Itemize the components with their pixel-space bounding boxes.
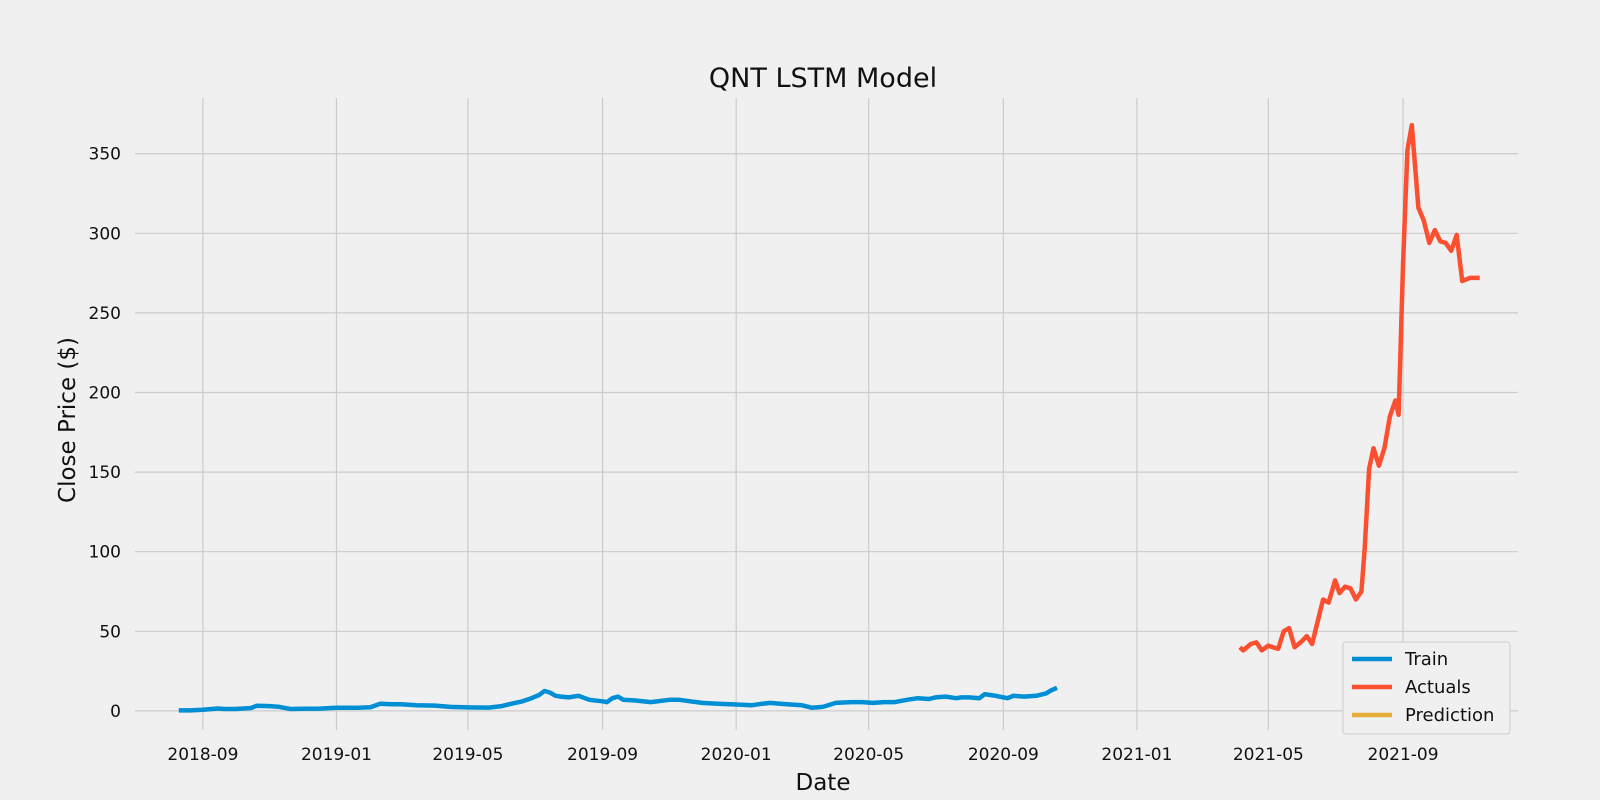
x-tick-label: 2021-05 bbox=[1233, 745, 1304, 765]
x-tick-label: 2021-01 bbox=[1101, 745, 1172, 765]
y-tick-label: 250 bbox=[89, 304, 121, 324]
y-tick-label: 50 bbox=[99, 622, 121, 642]
x-axis-ticks: 2018-09 2019-01 2019-05 2019-09 2020-01 2020-… bbox=[167, 745, 1438, 765]
chart-title: QNT LSTM Model bbox=[709, 63, 937, 94]
x-tick-label: 2020-01 bbox=[701, 745, 772, 765]
legend: Train Actuals Prediction bbox=[1342, 641, 1511, 735]
y-tick-label: 0 bbox=[110, 702, 121, 722]
y-tick-label: 150 bbox=[89, 463, 121, 483]
y-axis-label: Close Price ($) bbox=[55, 337, 81, 503]
x-tick-label: 2018-09 bbox=[167, 745, 238, 765]
x-tick-label: 2020-05 bbox=[833, 745, 904, 765]
series-line-actuals bbox=[1238, 122, 1480, 653]
y-tick-label: 100 bbox=[89, 543, 121, 563]
y-tick-label: 350 bbox=[89, 145, 121, 165]
x-axis-label: Date bbox=[796, 770, 851, 796]
y-tick-label: 300 bbox=[89, 224, 121, 244]
x-tick-label: 2019-09 bbox=[567, 745, 638, 765]
legend-label-train: Train bbox=[1404, 649, 1448, 670]
legend-label-prediction: Prediction bbox=[1405, 705, 1494, 726]
y-axis-ticks: 0 50 100 150 200 250 300 350 bbox=[89, 145, 121, 722]
grid-lines bbox=[135, 98, 1518, 730]
x-tick-label: 2021-09 bbox=[1368, 745, 1439, 765]
legend-label-actuals: Actuals bbox=[1405, 677, 1471, 698]
series-line-train bbox=[178, 685, 1058, 713]
x-tick-label: 2019-05 bbox=[432, 745, 503, 765]
series-layer bbox=[178, 122, 1480, 713]
y-tick-label: 200 bbox=[89, 384, 121, 404]
x-tick-label: 2019-01 bbox=[301, 745, 372, 765]
legend-box bbox=[1342, 641, 1511, 735]
x-tick-label: 2020-09 bbox=[968, 745, 1039, 765]
